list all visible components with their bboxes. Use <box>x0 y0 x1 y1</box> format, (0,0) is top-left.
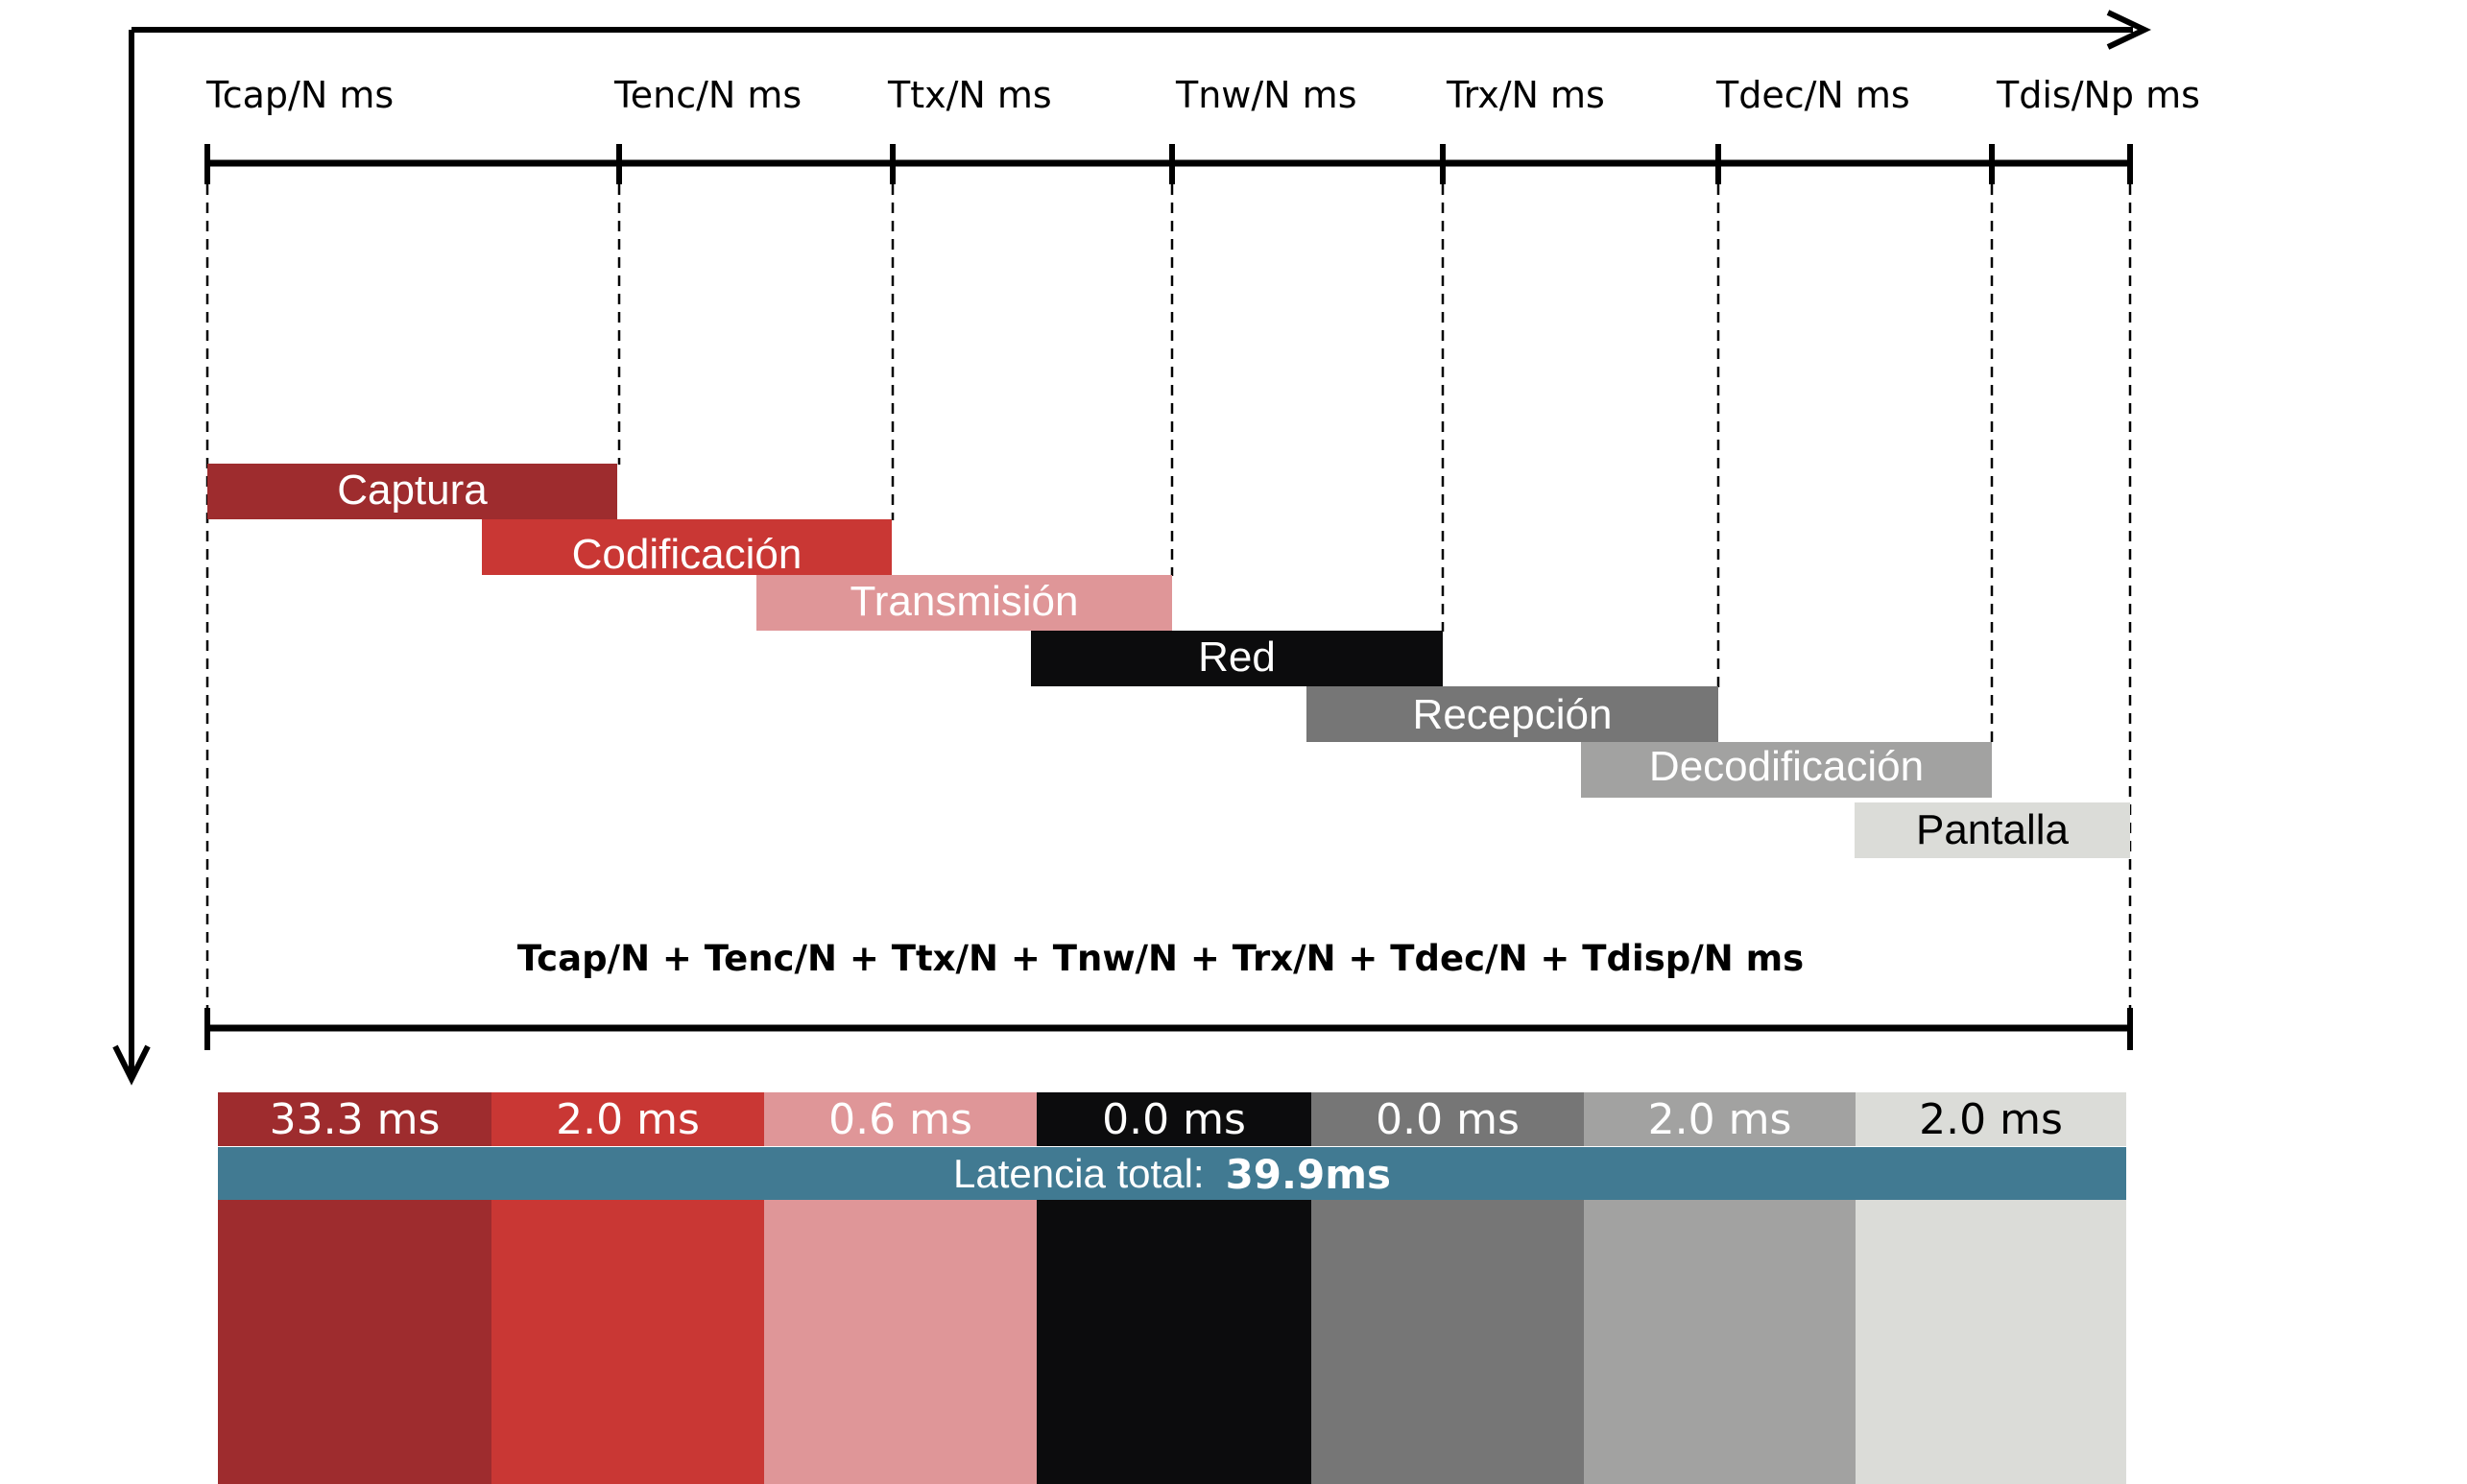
stage-label-pantalla: Pantalla <box>1915 806 2069 853</box>
horizontal-axis-arrowhead <box>2106 10 2152 50</box>
stage-label-recepcion: Recepción <box>1412 691 1613 738</box>
latency-transmision: 0.6 ms <box>764 1092 1037 1146</box>
tick-label-tdec: Tdec/N ms <box>1716 74 1910 116</box>
stage-label-red: Red <box>1198 634 1276 681</box>
stage-bar-transmision <box>756 575 1172 631</box>
color-block-red <box>1037 1200 1311 1484</box>
stage-bar-recepcion <box>1306 686 1718 742</box>
stage-bar-decodificacion <box>1581 742 1992 798</box>
latency-recepcion: 0.0 ms <box>1311 1092 1584 1146</box>
latency-codificacion: 2.0 ms <box>491 1092 764 1146</box>
latency-red: 0.0 ms <box>1037 1092 1311 1146</box>
color-block-captura <box>218 1200 491 1484</box>
latency-decodificacion: 2.0 ms <box>1584 1092 1856 1146</box>
total-latency-value: 39.9ms <box>1225 1150 1391 1198</box>
latency-captura: 33.3 ms <box>218 1092 491 1146</box>
stage-label-captura: Captura <box>337 467 488 514</box>
dashed-guides <box>205 184 2132 1027</box>
stage-bar-pantalla <box>1855 802 2130 858</box>
tick-label-tnw: Tnw/N ms <box>1176 74 1357 116</box>
tick-label-tdis: Tdis/Np ms <box>1997 74 2200 116</box>
color-block-codificacion <box>491 1200 764 1484</box>
total-latency-label: Latencia total: <box>953 1151 1205 1196</box>
color-block-decodificacion <box>1584 1200 1856 1484</box>
stage-bar-codificacion <box>482 519 892 575</box>
stage-bar-captura <box>207 464 617 519</box>
tick-label-tenc: Tenc/N ms <box>614 74 802 116</box>
color-block-pantalla <box>1856 1200 2126 1484</box>
tick-label-trx: Trx/N ms <box>1447 74 1605 116</box>
color-block-recepcion <box>1311 1200 1584 1484</box>
timeline-ticks <box>204 144 2133 184</box>
color-block-transmision <box>764 1200 1037 1484</box>
vertical-axis-arrowhead <box>112 1044 151 1086</box>
stage-label-codificacion: Codificación <box>571 531 802 578</box>
total-latency-band: Latencia total: 39.9ms <box>218 1147 2126 1201</box>
latency-pantalla: 2.0 ms <box>1856 1092 2126 1146</box>
total-formula: Tcap/N + Tenc/N + Ttx/N + Tnw/N + Trx/N … <box>516 938 1805 979</box>
stage-bar-red <box>1031 631 1443 686</box>
tick-label-tcap: Tcap/N ms <box>206 74 395 116</box>
stage-label-decodificacion: Decodificación <box>1648 743 1925 790</box>
tick-label-ttx: Ttx/N ms <box>888 74 1052 116</box>
stage-label-transmision: Transmisión <box>850 578 1079 625</box>
